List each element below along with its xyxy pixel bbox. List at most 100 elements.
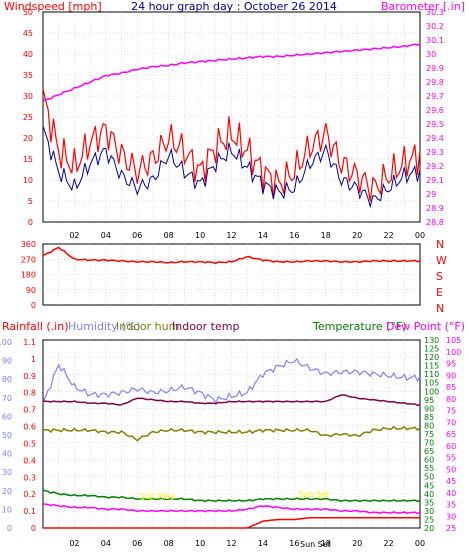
barometer-tick-label: 29.4	[426, 134, 444, 143]
indoor-temp-line	[42, 394, 421, 406]
dewpoint-tick-label: 55	[446, 454, 456, 463]
windspeed-line	[42, 88, 421, 202]
humidity-tick-label: 30	[2, 468, 12, 477]
direction-tick-label: 360	[21, 240, 36, 249]
humidity-axis-label: Humidity (%)	[68, 320, 140, 333]
rainfall-tick-label: 0.2	[23, 490, 36, 499]
bottom-x-tick-label: 14	[258, 539, 268, 548]
rainfall-tick-label: 0.1	[23, 507, 36, 516]
humidity-tick-label: 90	[2, 357, 12, 366]
windspeed-tick-label: 10	[23, 176, 33, 185]
humidity-tick-label: 60	[2, 412, 12, 421]
temperature-tick-label: 80	[424, 421, 434, 430]
compass-tick-label: N	[436, 238, 444, 251]
barometer-tick-label: 29.6	[426, 106, 444, 115]
temperature-tick-label: 25	[424, 515, 434, 524]
bottom-x-tick-label: 22	[383, 539, 393, 548]
bottom-x-tick-label: 18	[321, 539, 331, 548]
humidity-tick-label: 80	[2, 375, 12, 384]
wind-direction-line	[42, 246, 421, 265]
rainfall-tick-label: 0.9	[23, 372, 36, 381]
dewpoint-tick-label: 50	[446, 465, 456, 474]
bottom-x-tick-label: 12	[226, 539, 236, 548]
dewpoint-tick-label: 65	[446, 430, 456, 439]
indoor-temp-label: Indoor temp	[172, 320, 239, 333]
temperature-tick-label: 30	[424, 507, 434, 516]
barometer-tick-label: 29.2	[426, 162, 444, 171]
bottom-x-tick-label: 16	[289, 539, 299, 548]
temperature-line	[42, 489, 421, 503]
windspeed-tick-label: 45	[23, 29, 33, 38]
windspeed-tick-label: 0	[28, 218, 33, 227]
rainfall-tick-label: 0.4	[23, 456, 36, 465]
dewpoint-tick-label: 80	[446, 395, 456, 404]
top-x-tick-label: 14	[258, 231, 268, 240]
humidity-tick-label: 20	[2, 487, 12, 496]
dewpoint-axis-label: Dew Point (°F)	[386, 320, 465, 333]
rainfall-line	[43, 516, 420, 529]
chart-title: 24 hour graph day : October 26 2014	[131, 0, 337, 13]
barometer-tick-label: 29.7	[426, 92, 444, 101]
sunset-marker-label: Sun Set	[298, 490, 329, 499]
temperature-tick-label: 75	[424, 430, 434, 439]
temperature-tick-label: 120	[424, 353, 439, 362]
top-x-tick-label: 06	[132, 231, 142, 240]
barometer-tick-label: 29.8	[426, 78, 444, 87]
dewpoint-tick-label: 45	[446, 477, 456, 486]
temperature-tick-label: 45	[424, 481, 434, 490]
top-x-tick-label: 20	[352, 231, 362, 240]
temperature-tick-label: 105	[424, 379, 439, 388]
temperature-tick-label: 40	[424, 490, 434, 499]
windspeed-tick-label: 35	[23, 71, 33, 80]
compass-tick-label: E	[436, 286, 443, 299]
compass-tick-label: W	[436, 254, 447, 267]
humidity-tick-label: 70	[2, 394, 12, 403]
series-layer	[42, 42, 421, 529]
windspeed-tick-label: 5	[28, 197, 33, 206]
direction-tick-label: 180	[21, 271, 36, 280]
temperature-tick-label: 125	[424, 345, 439, 354]
barometer-tick-label: 28.8	[426, 218, 444, 227]
dewpoint-line	[42, 503, 421, 515]
bottom-x-tick-label: 10	[195, 539, 205, 548]
temperature-tick-label: 100	[424, 387, 439, 396]
direction-tick-label: 90	[26, 286, 36, 295]
barometer-tick-label: 29.9	[426, 64, 444, 73]
temperature-tick-label: 115	[424, 362, 439, 371]
temperature-tick-label: 110	[424, 370, 439, 379]
humidity-tick-label: 40	[2, 450, 12, 459]
barometer-axis-label: Barometer [.in]	[381, 0, 465, 13]
barometer-tick-label: 30.3	[426, 8, 444, 17]
top-x-tick-label: 00	[415, 231, 425, 240]
dewpoint-tick-label: 30	[446, 512, 456, 521]
dewpoint-tick-label: 105	[446, 336, 461, 345]
bottom-x-tick-label: 00	[415, 539, 425, 548]
bottom-x-tick-label: 04	[101, 539, 111, 548]
barometer-tick-label: 28.9	[426, 204, 444, 213]
windspeed-tick-label: 20	[23, 134, 33, 143]
rainfall-tick-label: 0.8	[23, 389, 36, 398]
barometer-line	[42, 42, 421, 102]
dewpoint-tick-label: 60	[446, 442, 456, 451]
temperature-axis-label: Temperature (°F)	[312, 320, 407, 333]
barometer-tick-label: 29.3	[426, 148, 444, 157]
temperature-tick-label: 35	[424, 498, 434, 507]
barometer-tick-label: 30.2	[426, 22, 444, 31]
rainfall-tick-label: 0.6	[23, 423, 36, 432]
barometer-tick-label: 30.1	[426, 36, 444, 45]
bottom-x-tick-label: 20	[352, 539, 362, 548]
top-x-tick-label: 08	[164, 231, 174, 240]
barometer-tick-label: 29.5	[426, 120, 444, 129]
top-x-tick-label: 18	[321, 231, 331, 240]
top-x-tick-label: 02	[69, 231, 79, 240]
dewpoint-tick-label: 95	[446, 360, 456, 369]
grid-layer	[43, 12, 420, 528]
temperature-tick-label: 20	[424, 524, 434, 533]
indoor-hum-label: Indoor hum	[116, 320, 179, 333]
windspeed-tick-label: 25	[23, 113, 33, 122]
dewpoint-tick-label: 75	[446, 407, 456, 416]
barometer-tick-label: 30	[426, 50, 436, 59]
windspeed-tick-label: 40	[23, 50, 33, 59]
